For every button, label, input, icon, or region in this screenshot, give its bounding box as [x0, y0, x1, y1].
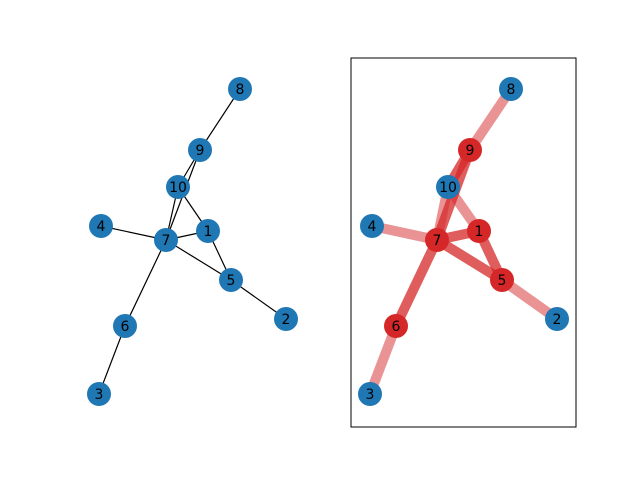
right-edge-8-9 [465, 86, 516, 153]
right-node-circle [458, 138, 482, 162]
left-node-label: 9 [196, 143, 205, 159]
right-node-label: 5 [498, 273, 507, 289]
left-edge-8-9 [199, 88, 241, 151]
right-node-label: 2 [553, 312, 562, 328]
right-node-circle [499, 77, 523, 101]
right-node-label: 6 [392, 319, 401, 335]
right-graph-panel: 1 2 3 4 5 6 7 8 9 10 [350, 57, 577, 428]
left-node-circle [228, 77, 252, 101]
left-node-circle [154, 228, 178, 252]
left-node-label: 6 [121, 319, 130, 335]
right-node-label: 3 [366, 387, 375, 403]
left-node-8: 8 [228, 77, 252, 101]
right-node-label: 9 [466, 143, 475, 159]
left-node-circle [188, 138, 212, 162]
right-node-8: 8 [499, 77, 523, 101]
right-node-6: 6 [384, 314, 408, 338]
right-node-4: 4 [360, 214, 384, 238]
left-node-label: 3 [95, 387, 104, 403]
left-node-10: 10 [166, 175, 190, 199]
left-node-5: 5 [219, 268, 243, 292]
right-edge-7-5 [434, 235, 505, 285]
right-node-circle [358, 382, 382, 406]
left-node-circle [166, 175, 190, 199]
left-node-label: 2 [282, 312, 291, 328]
left-node-label: 5 [227, 273, 236, 289]
left-node-4: 4 [89, 214, 113, 238]
left-node-3: 3 [87, 382, 111, 406]
left-graph-panel: 1 2 3 4 5 6 7 8 9 10 [87, 77, 298, 406]
right-node-label: 4 [368, 219, 377, 235]
right-node-label: 7 [433, 233, 442, 249]
left-node-label: 1 [204, 224, 213, 240]
right-node-2: 2 [545, 307, 569, 331]
left-node-label: 10 [169, 180, 187, 196]
left-node-circle [274, 307, 298, 331]
right-node-1: 1 [467, 219, 491, 243]
left-node-circle [219, 268, 243, 292]
right-nodes: 1 2 3 4 5 6 7 8 9 10 [358, 77, 569, 406]
right-node-9: 9 [458, 138, 482, 162]
right-node-circle [425, 228, 449, 252]
left-edge-7-6 [124, 239, 167, 327]
right-node-circle [545, 307, 569, 331]
left-edge-7-5 [165, 239, 232, 281]
left-edges [98, 88, 287, 395]
left-node-6: 6 [113, 314, 137, 338]
left-node-circle [196, 219, 220, 243]
right-node-circle [467, 219, 491, 243]
left-node-9: 9 [188, 138, 212, 162]
left-node-2: 2 [274, 307, 298, 331]
right-node-label: 8 [507, 82, 516, 98]
left-node-circle [87, 382, 111, 406]
right-node-10: 10 [436, 175, 460, 199]
left-node-7: 7 [154, 228, 178, 252]
right-node-circle [490, 268, 514, 292]
left-node-label: 4 [97, 219, 106, 235]
right-node-3: 3 [358, 382, 382, 406]
right-node-circle [360, 214, 384, 238]
right-edges [365, 86, 560, 396]
left-node-circle [89, 214, 113, 238]
right-node-circle [436, 175, 460, 199]
left-node-circle [113, 314, 137, 338]
left-node-label: 7 [162, 233, 171, 249]
right-node-label: 10 [439, 180, 457, 196]
right-panel-frame [350, 57, 577, 428]
right-edge-7-6 [391, 237, 442, 329]
left-node-label: 8 [236, 82, 245, 98]
right-node-label: 1 [475, 224, 484, 240]
left-nodes: 1 2 3 4 5 6 7 8 9 10 [87, 77, 298, 406]
right-edge-6-3 [365, 324, 401, 396]
right-node-7: 7 [425, 228, 449, 252]
right-node-circle [384, 314, 408, 338]
left-node-1: 1 [196, 219, 220, 243]
left-edge-6-3 [98, 325, 126, 395]
right-node-5: 5 [490, 268, 514, 292]
